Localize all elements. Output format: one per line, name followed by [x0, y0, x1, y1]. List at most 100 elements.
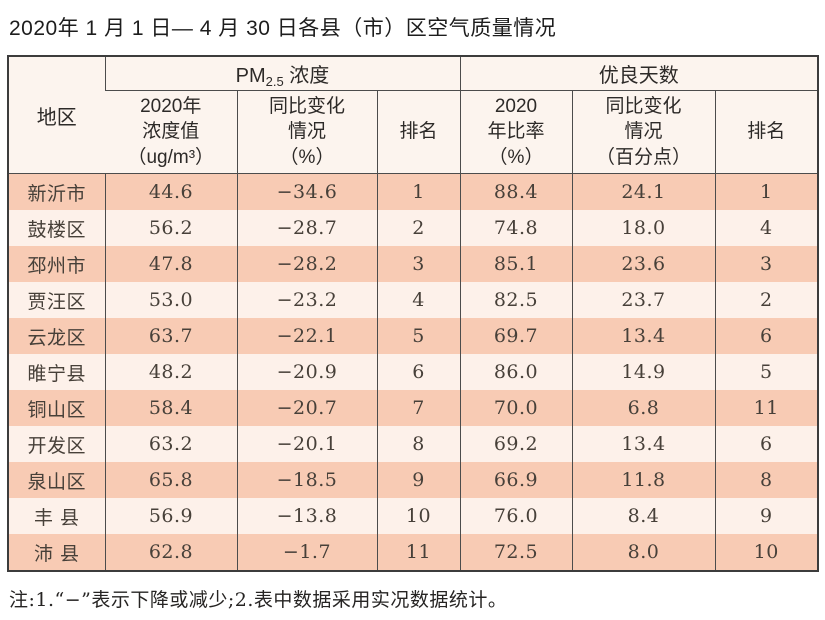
- region-cell: 开发区: [27, 434, 86, 457]
- days-rate-cell: 70.0: [459, 390, 572, 426]
- region-cell: 云龙区: [27, 326, 86, 349]
- pm-change-cell: −18.5: [236, 462, 377, 498]
- region-cell: 泉山区: [27, 470, 86, 493]
- days-rank-cell: 11: [714, 390, 819, 426]
- pm-value-cell: 58.4: [104, 390, 237, 426]
- days-change-cell: 8.4: [571, 498, 715, 534]
- days-rate-cell: 69.7: [459, 318, 572, 354]
- pm-change-cell: −20.1: [236, 426, 377, 462]
- pm25-subscript: 2.5: [265, 73, 284, 89]
- days-rank-cell: 5: [714, 354, 819, 390]
- pm-rank-cell: 3: [376, 246, 460, 282]
- days-rate-cell: 69.2: [459, 426, 572, 462]
- days-change-cell: 14.9: [571, 354, 715, 390]
- pm-rank-cell: 9: [376, 462, 460, 498]
- pm-change-cell: −20.9: [236, 354, 377, 390]
- days-rate-cell: 66.9: [459, 462, 572, 498]
- pm-value-cell: 53.0: [104, 282, 237, 318]
- pm-value-cell: 47.8: [104, 246, 237, 282]
- table-row: 鼓楼区 56.2 −28.7 2 74.8 18.0 4: [8, 210, 819, 246]
- days-rate-cell: 72.5: [459, 534, 572, 571]
- table-row: 丰 县 56.9 −13.8 10 76.0 8.4 9: [8, 498, 819, 534]
- pm-value-cell: 62.8: [104, 534, 237, 571]
- pm-rank-cell: 11: [376, 534, 460, 571]
- pm-change-cell: −23.2: [236, 282, 377, 318]
- table-row: 开发区 63.2 −20.1 8 69.2 13.4 6: [8, 426, 819, 462]
- region-column-header: 地区: [8, 56, 105, 174]
- days-change-cell: 13.4: [571, 426, 715, 462]
- table-header: 地区 PM2.5 浓度 优良天数 2020年 浓度值 （ug/m³） 同比变化 …: [8, 56, 819, 174]
- pm-change-cell: −28.7: [236, 210, 377, 246]
- days-change-cell: 6.8: [571, 390, 715, 426]
- pm-value-cell: 65.8: [104, 462, 237, 498]
- days-rate-cell: 82.5: [459, 282, 572, 318]
- days-rank-cell: 3: [714, 246, 819, 282]
- pm-change-cell: −34.6: [236, 173, 377, 210]
- table-row: 贾汪区 53.0 −23.2 4 82.5 23.7 2: [8, 282, 819, 318]
- days-change-cell: 23.7: [571, 282, 715, 318]
- page-title: 2020年 1 月 1 日— 4 月 30 日各县（市）区空气质量情况: [9, 17, 557, 40]
- pm25-label-suffix: 浓度: [283, 64, 330, 87]
- days-rank-cell: 9: [714, 498, 819, 534]
- pm-change-cell: −13.8: [236, 498, 377, 534]
- pm-rank-cell: 8: [376, 426, 460, 462]
- pm-rank-cell: 4: [376, 282, 460, 318]
- pm-change-cell: −20.7: [236, 390, 377, 426]
- days-change-cell: 11.8: [571, 462, 715, 498]
- table-row: 沛 县 62.8 −1.7 11 72.5 8.0 10: [8, 534, 819, 571]
- table-row: 邳州市 47.8 −28.2 3 85.1 23.6 3: [8, 246, 819, 282]
- pm-value-cell: 44.6: [104, 173, 237, 210]
- days-rank-cell: 6: [714, 426, 819, 462]
- table-body: 新沂市 44.6 −34.6 1 88.4 24.1 1 鼓楼区 56.2 −2…: [8, 173, 819, 571]
- pm-value-cell: 56.2: [104, 210, 237, 246]
- pm25-group-header: PM2.5 浓度: [104, 56, 460, 91]
- footnote: 注:1.“−”表示下降或减少;2.表中数据采用实况数据统计。: [9, 589, 508, 611]
- table-row: 新沂市 44.6 −34.6 1 88.4 24.1 1: [8, 173, 819, 210]
- pm-rank-cell: 2: [376, 210, 460, 246]
- days-rate-cell: 74.8: [459, 210, 572, 246]
- region-cell: 丰 县: [33, 506, 80, 529]
- pm-change-cell: −22.1: [236, 318, 377, 354]
- pm-rank-column-header: 排名: [376, 90, 460, 174]
- region-cell: 沛 县: [33, 542, 80, 565]
- days-change-cell: 8.0: [571, 534, 715, 571]
- days-change-cell: 13.4: [571, 318, 715, 354]
- table-row: 睢宁县 48.2 −20.9 6 86.0 14.9 5: [8, 354, 819, 390]
- table-row: 泉山区 65.8 −18.5 9 66.9 11.8 8: [8, 462, 819, 498]
- pm-change-column-header: 同比变化 情况 （%）: [236, 90, 377, 174]
- region-cell: 贾汪区: [27, 290, 86, 313]
- days-change-cell: 24.1: [571, 173, 715, 210]
- sub-header-row: 2020年 浓度值 （ug/m³） 同比变化 情况 （%） 排名 2020 年比…: [8, 90, 819, 174]
- days-rate-cell: 85.1: [459, 246, 572, 282]
- pm-rank-cell: 10: [376, 498, 460, 534]
- days-change-cell: 18.0: [571, 210, 715, 246]
- days-rank-cell: 1: [714, 173, 819, 210]
- group-header-row: 地区 PM2.5 浓度 优良天数: [8, 56, 819, 174]
- days-change-cell: 23.6: [571, 246, 715, 282]
- days-rate-cell: 88.4: [459, 173, 572, 210]
- days-rank-cell: 2: [714, 282, 819, 318]
- pm-value-cell: 63.7: [104, 318, 237, 354]
- good-days-group-header: 优良天数: [459, 56, 819, 91]
- days-rank-cell: 10: [714, 534, 819, 571]
- days-rank-cell: 4: [714, 210, 819, 246]
- days-rank-cell: 8: [714, 462, 819, 498]
- pm-change-cell: −28.2: [236, 246, 377, 282]
- air-quality-table: 地区 PM2.5 浓度 优良天数 2020年 浓度值 （ug/m³） 同比变化 …: [7, 55, 820, 572]
- pm-rank-cell: 7: [376, 390, 460, 426]
- pm-rank-cell: 5: [376, 318, 460, 354]
- region-cell: 邳州市: [27, 254, 86, 277]
- days-rate-column-header: 2020 年比率 （%）: [459, 90, 572, 174]
- pm-value-column-header: 2020年 浓度值 （ug/m³）: [105, 90, 237, 174]
- days-rank-column-header: 排名: [714, 90, 819, 174]
- region-cell: 铜山区: [27, 398, 86, 421]
- pm-value-cell: 56.9: [104, 498, 237, 534]
- region-cell: 新沂市: [27, 182, 86, 205]
- days-rate-cell: 76.0: [459, 498, 572, 534]
- region-cell: 睢宁县: [27, 362, 86, 385]
- days-rank-cell: 6: [714, 318, 819, 354]
- days-rate-cell: 86.0: [459, 354, 572, 390]
- region-cell: 鼓楼区: [27, 218, 86, 241]
- table-row: 云龙区 63.7 −22.1 5 69.7 13.4 6: [8, 318, 819, 354]
